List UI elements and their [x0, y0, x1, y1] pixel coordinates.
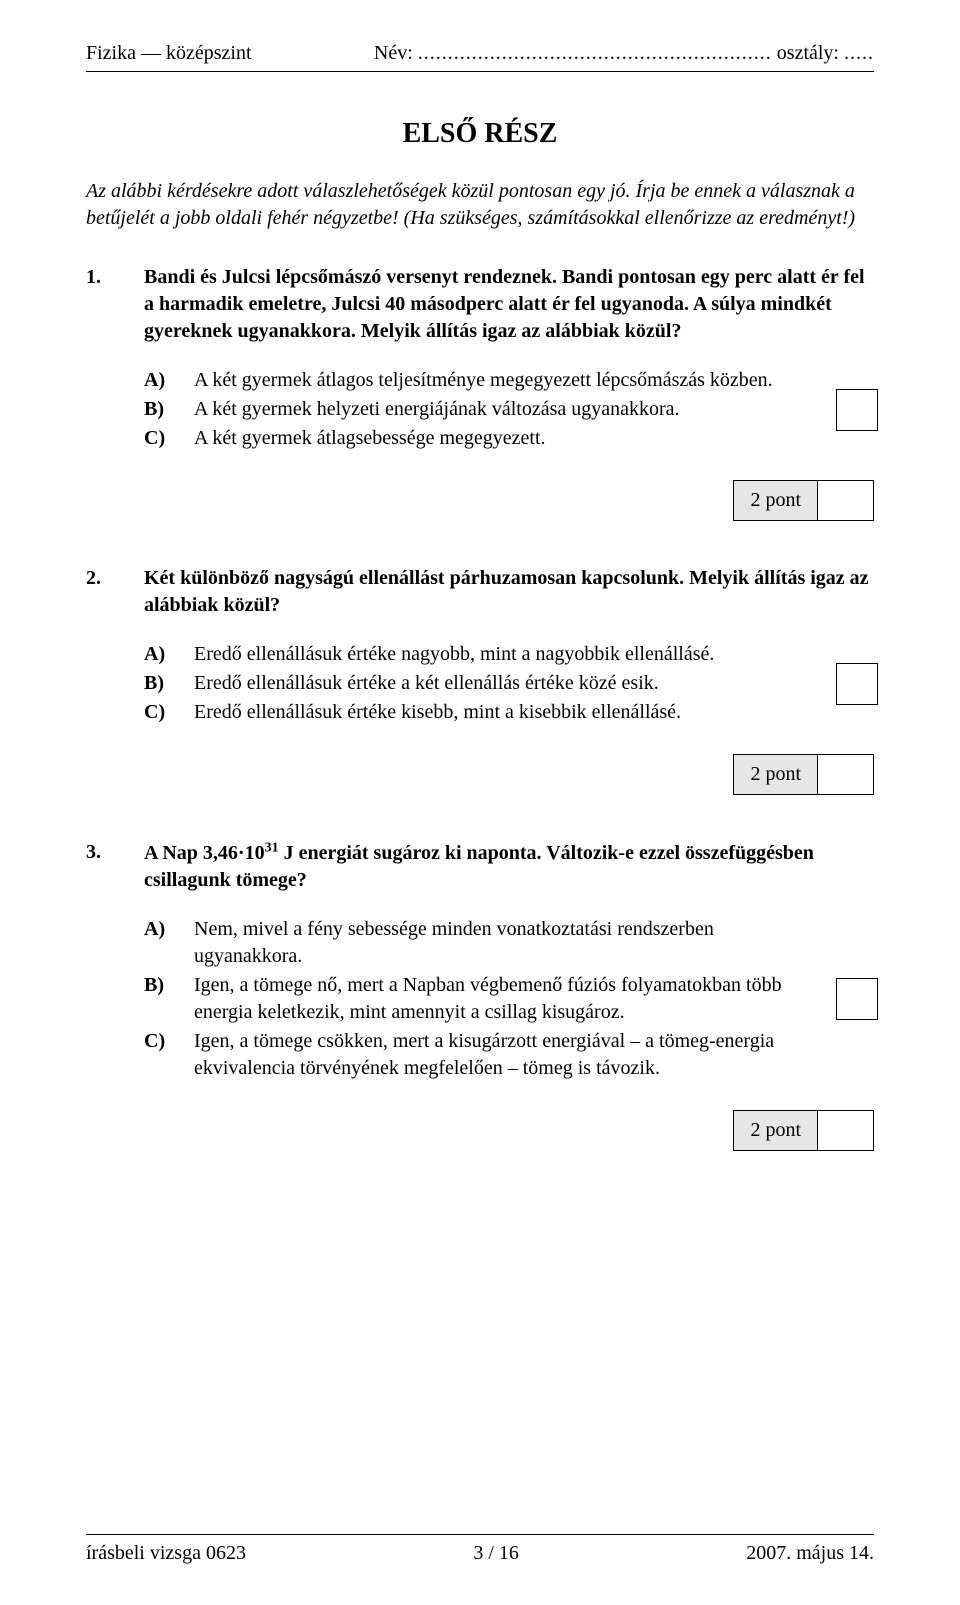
option-text: Eredő ellenállásuk értéke kisebb, mint a…: [194, 699, 814, 726]
question-stem: 3. A Nap 3,46·1031 J energiát sugároz ki…: [86, 839, 874, 894]
points-value-box[interactable]: [818, 1110, 874, 1151]
points-label: 2 pont: [733, 1110, 818, 1151]
option-text: Igen, a tömege csökken, mert a kisugárzo…: [194, 1028, 814, 1082]
options: A) Nem, mivel a fény sebessége minden vo…: [86, 916, 874, 1082]
answer-box[interactable]: [836, 389, 878, 431]
option-b: B) A két gyermek helyzeti energiájának v…: [144, 396, 814, 423]
page-header: Fizika — középszint Név: ...............…: [86, 42, 874, 72]
question-text: A Nap 3,46·1031 J energiát sugároz ki na…: [144, 839, 874, 894]
option-c: C) Eredő ellenállásuk értéke kisebb, min…: [144, 699, 814, 726]
points-value-box[interactable]: [818, 480, 874, 521]
option-text: Nem, mivel a fény sebessége minden vonat…: [194, 916, 814, 970]
option-label: A): [144, 367, 174, 394]
points-row: 2 pont: [86, 1110, 874, 1151]
options: A) A két gyermek átlagos teljesítménye m…: [86, 367, 874, 452]
footer-right: 2007. május 14.: [746, 1542, 874, 1565]
option-text: Igen, a tömege nő, mert a Napban végbeme…: [194, 972, 814, 1026]
footer-center: 3 / 16: [473, 1542, 519, 1565]
page-footer: írásbeli vizsga 0623 3 / 16 2007. május …: [86, 1536, 874, 1565]
option-label: A): [144, 916, 174, 970]
option-label: B): [144, 670, 174, 697]
option-b: B) Eredő ellenállásuk értéke a két ellen…: [144, 670, 814, 697]
option-text: Eredő ellenállásuk értéke nagyobb, mint …: [194, 641, 814, 668]
option-text: A két gyermek átlagsebessége megegyezett…: [194, 425, 814, 452]
option-label: A): [144, 641, 174, 668]
option-text: A két gyermek átlagos teljesítménye mege…: [194, 367, 814, 394]
question-text: Bandi és Julcsi lépcsőmászó versenyt ren…: [144, 264, 874, 345]
option-label: C): [144, 425, 174, 452]
question-number: 3.: [86, 839, 114, 894]
points-label: 2 pont: [733, 480, 818, 521]
option-b: B) Igen, a tömege nő, mert a Napban végb…: [144, 972, 814, 1026]
points-label: 2 pont: [733, 754, 818, 795]
name-dots: ........................................…: [418, 42, 772, 64]
option-c: C) A két gyermek átlagsebessége megegyez…: [144, 425, 814, 452]
question-stem: 2. Két különböző nagyságú ellenállást pá…: [86, 565, 874, 619]
option-text: Eredő ellenállásuk értéke a két ellenáll…: [194, 670, 814, 697]
section-title: ELSŐ RÉSZ: [86, 118, 874, 150]
stem-exp: 31: [265, 840, 279, 855]
question-stem: 1. Bandi és Julcsi lépcsőmászó versenyt …: [86, 264, 874, 345]
intro-text: Az alábbi kérdésekre adott válaszlehetős…: [86, 178, 874, 232]
class-dots: .....: [844, 42, 874, 64]
class-label: osztály:: [777, 42, 839, 64]
option-label: B): [144, 972, 174, 1026]
stem-value: 3,46·10: [203, 842, 265, 864]
question-number: 1.: [86, 264, 114, 345]
option-label: B): [144, 396, 174, 423]
question-text: Két különböző nagyságú ellenállást párhu…: [144, 565, 874, 619]
subject-level: Fizika — középszint: [86, 42, 252, 65]
option-text: A két gyermek helyzeti energiájának vált…: [194, 396, 814, 423]
footer-rule: [86, 1534, 874, 1535]
answer-box[interactable]: [836, 663, 878, 705]
points-row: 2 pont: [86, 754, 874, 795]
option-label: C): [144, 699, 174, 726]
name-class-line: Név: ...................................…: [374, 42, 874, 65]
option-a: A) Nem, mivel a fény sebessége minden vo…: [144, 916, 814, 970]
option-a: A) Eredő ellenállásuk értéke nagyobb, mi…: [144, 641, 814, 668]
stem-prefix: A Nap: [144, 842, 203, 864]
option-label: C): [144, 1028, 174, 1082]
option-a: A) A két gyermek átlagos teljesítménye m…: [144, 367, 814, 394]
options: A) Eredő ellenállásuk értéke nagyobb, mi…: [86, 641, 874, 726]
stem-unit: J: [279, 842, 294, 864]
name-label: Név:: [374, 42, 413, 64]
option-c: C) Igen, a tömege csökken, mert a kisugá…: [144, 1028, 814, 1082]
question-2: 2. Két különböző nagyságú ellenállást pá…: [86, 565, 874, 795]
footer-left: írásbeli vizsga 0623: [86, 1542, 246, 1565]
question-3: 3. A Nap 3,46·1031 J energiát sugároz ki…: [86, 839, 874, 1151]
question-1: 1. Bandi és Julcsi lépcsőmászó versenyt …: [86, 264, 874, 521]
points-value-box[interactable]: [818, 754, 874, 795]
points-row: 2 pont: [86, 480, 874, 521]
question-number: 2.: [86, 565, 114, 619]
answer-box[interactable]: [836, 978, 878, 1020]
